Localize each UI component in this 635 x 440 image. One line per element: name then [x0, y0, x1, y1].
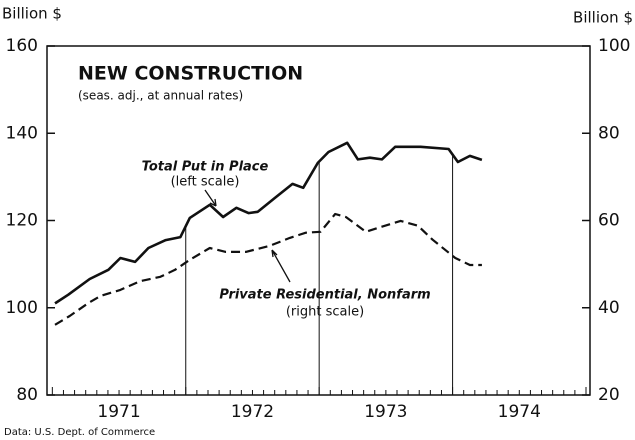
y2-tick-label: 80	[598, 123, 620, 143]
y2-tick-label: 60	[598, 211, 620, 231]
y2-tick-label: 20	[598, 385, 620, 405]
y-axis-label: Billion $	[2, 5, 62, 23]
y2-tick-label: 100	[598, 36, 630, 56]
series-line	[54, 212, 482, 326]
chart-title: NEW CONSTRUCTION	[78, 63, 303, 85]
series-label: Total Put in Place	[142, 160, 269, 175]
arrow	[204, 189, 217, 207]
source-note: Data: U.S. Dept. of Commerce	[4, 427, 155, 438]
y-tick-label: 80	[16, 385, 38, 405]
y-tick-label: 100	[6, 298, 38, 318]
series-note: (right scale)	[286, 305, 364, 320]
x-tick-label: 1971	[97, 402, 140, 422]
series-note: (left scale)	[171, 175, 240, 190]
y-tick-label: 140	[6, 123, 38, 143]
x-tick-label: 1972	[231, 402, 274, 422]
arrow	[271, 249, 291, 283]
y2-axis-label: Billion $	[573, 9, 633, 27]
series-label: Private Residential, Nonfarm	[219, 288, 430, 303]
y2-tick-label: 40	[598, 298, 620, 318]
y-tick-label: 120	[6, 211, 38, 231]
chart-subtitle: (seas. adj., at annual rates)	[78, 89, 243, 103]
series-line	[54, 141, 483, 305]
y-tick-label: 160	[6, 36, 38, 56]
x-tick-label: 1974	[498, 402, 541, 422]
x-tick-label: 1973	[364, 402, 407, 422]
